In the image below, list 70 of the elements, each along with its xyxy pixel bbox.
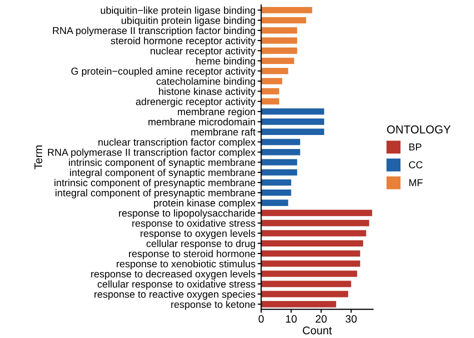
y-tick-label: response to steroid hormone — [129, 250, 256, 260]
bar — [261, 88, 280, 94]
y-tick-label: ubiquitin−like protein ligase binding — [100, 6, 255, 16]
bar — [261, 250, 360, 257]
y-tick-label: intrinsic component of presynaptic membrane — [54, 178, 256, 188]
y-tick-label: G protein−coupled amine receptor activity — [71, 67, 256, 77]
y-tick-label: RNA polymerase II transcription factor binding — [53, 26, 255, 36]
x-tick-label: 0 — [258, 315, 264, 323]
x-axis-title: Count — [302, 326, 332, 334]
bar — [261, 230, 366, 236]
x-tick-label: 10 — [286, 315, 297, 323]
y-tick-label: response to xenobiotic stimulus — [116, 260, 256, 270]
bar — [261, 210, 372, 216]
x-tick-label: 20 — [316, 315, 327, 323]
y-tick-label: protein kinase complex — [154, 199, 256, 208]
y-tick-label: intrinsic component of synaptic membrane — [68, 158, 256, 168]
y-tick-label: response to oxygen levels — [140, 230, 256, 239]
bar — [261, 27, 298, 34]
bar — [261, 270, 358, 277]
bar — [261, 118, 324, 125]
bar — [261, 78, 282, 84]
bar — [261, 290, 348, 298]
y-tick-label: response to reactive oxygen species — [94, 290, 256, 300]
bar — [261, 98, 280, 105]
y-tick-label: cellular response to oxidative stress — [98, 280, 256, 290]
y-tick-label: histone kinase activity — [159, 88, 256, 97]
y-tick-label: response to oxidative stress — [132, 219, 256, 229]
bar — [261, 37, 298, 44]
y-tick-label: nuclear receptor activity — [150, 47, 256, 56]
y-tick-label: integral component of synaptic membrane — [70, 168, 256, 178]
bar — [261, 301, 336, 308]
bar — [261, 108, 324, 115]
y-tick-label: steroid hormone receptor activity — [110, 36, 256, 46]
legend-label: CC — [409, 161, 423, 168]
y-tick-label: membrane microdomain — [148, 118, 255, 126]
bar — [261, 128, 324, 135]
bar — [261, 48, 298, 54]
y-axis-title: Term — [34, 146, 42, 170]
bar — [261, 138, 300, 146]
y-tick-label: catecholamine binding — [156, 77, 255, 87]
y-tick-label: membrane region — [178, 108, 255, 118]
y-tick-label: RNA polymerase II transcription factor complex — [48, 148, 256, 158]
bar — [261, 190, 292, 196]
y-tick-label: cellular response to drug — [146, 240, 255, 250]
bar — [261, 240, 364, 247]
legend-label: MF — [409, 179, 423, 186]
bar — [261, 58, 294, 64]
bar — [261, 200, 288, 206]
bar — [261, 220, 370, 226]
legend-label: BP — [409, 144, 422, 150]
bar — [261, 6, 312, 14]
y-tick-label: response to decreased oxygen levels — [91, 270, 256, 280]
bar — [261, 179, 292, 186]
y-tick-label: membrane raft — [191, 128, 256, 136]
bar — [261, 148, 300, 156]
x-tick-label: 30 — [346, 315, 357, 323]
y-tick-label: ubiquitin protein ligase binding — [122, 16, 255, 26]
bar — [261, 68, 288, 74]
bar — [261, 280, 352, 288]
y-tick-label: integral component of presynaptic membrane — [56, 189, 256, 198]
bar — [261, 17, 306, 24]
bar — [261, 159, 298, 166]
y-tick-label: response to lipopolysaccharide — [118, 209, 256, 219]
y-tick-label: nuclear transcription factor complex — [98, 138, 256, 148]
legend-title: ONTOLOGY — [387, 125, 451, 134]
bar — [261, 260, 360, 267]
y-tick-label: response to ketone — [171, 300, 256, 310]
y-tick-label: heme binding — [196, 57, 255, 67]
bar — [261, 169, 298, 176]
y-tick-label: adrenergic receptor activity — [136, 98, 256, 108]
